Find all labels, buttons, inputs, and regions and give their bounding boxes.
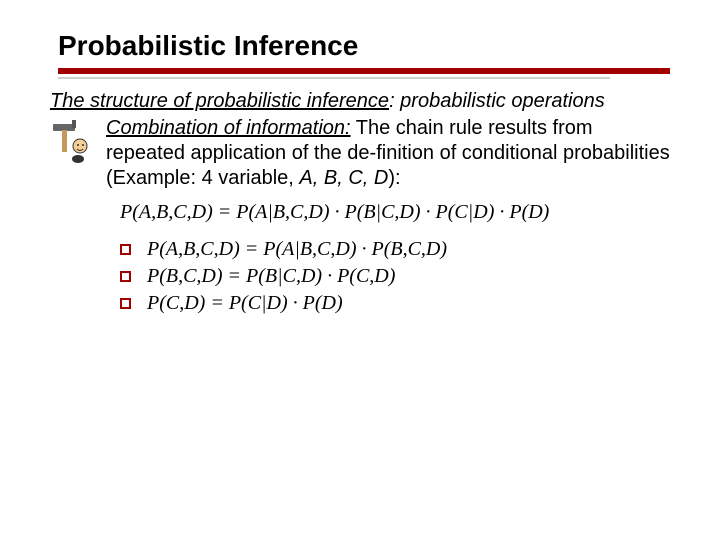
bullet-icon xyxy=(120,298,131,309)
bullet-icon xyxy=(120,271,131,282)
icon-column xyxy=(50,116,106,164)
title-rule-shadow xyxy=(58,77,610,79)
list-item: P(C,D) = P(C|D) · P(D) xyxy=(120,292,670,315)
intro-underlined: The structure of probabilistic inference xyxy=(50,90,389,112)
title-rule xyxy=(58,68,670,74)
body-text: Combination of information: The chain ru… xyxy=(106,116,670,191)
list-item: P(B,C,D) = P(B|C,D) · P(C,D) xyxy=(120,265,670,288)
slide-container: Probabilistic Inference The structure of… xyxy=(0,0,720,349)
body-vars: A, B, C, D xyxy=(299,167,388,189)
hammer-icon xyxy=(50,118,92,164)
main-formula: P(A,B,C,D) = P(A|B,C,D) · P(B|C,D) · P(C… xyxy=(120,201,670,224)
intro-text: The structure of probabilistic inference… xyxy=(50,89,670,114)
bullet-formula: P(B,C,D) = P(B|C,D) · P(C,D) xyxy=(147,265,395,288)
list-item: P(A,B,C,D) = P(A|B,C,D) · P(B,C,D) xyxy=(120,238,670,261)
body-row: Combination of information: The chain ru… xyxy=(50,116,670,191)
bullet-icon xyxy=(120,244,131,255)
bullet-list: P(A,B,C,D) = P(A|B,C,D) · P(B,C,D) P(B,C… xyxy=(120,238,670,315)
body-emphasis: Combination of information: xyxy=(106,117,351,139)
bullet-formula: P(C,D) = P(C|D) · P(D) xyxy=(147,292,343,315)
intro-rest: : probabilistic operations xyxy=(389,90,605,112)
bullet-formula: P(A,B,C,D) = P(A|B,C,D) · P(B,C,D) xyxy=(147,238,447,261)
body-close: ): xyxy=(388,167,400,189)
slide-title: Probabilistic Inference xyxy=(58,30,670,62)
